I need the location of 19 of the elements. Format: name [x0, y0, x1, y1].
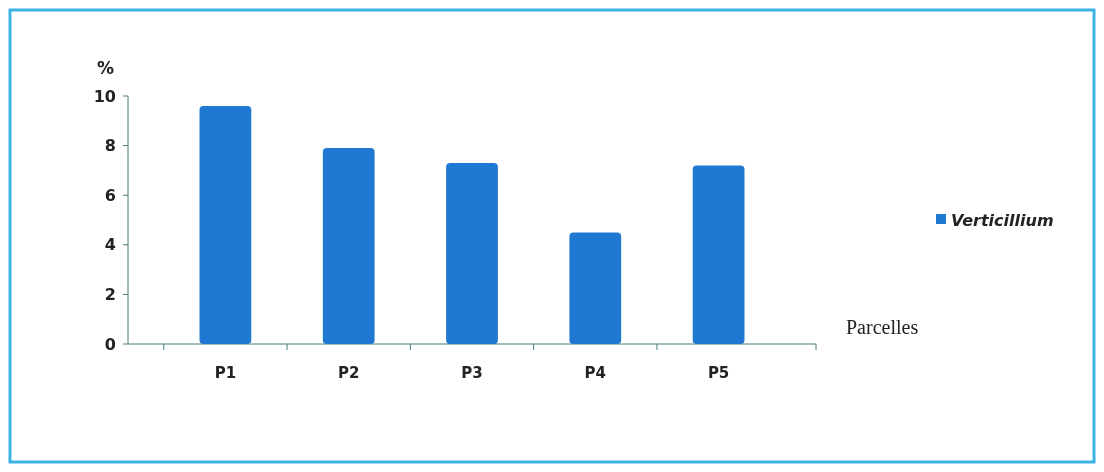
x-tick-label: P3	[461, 364, 483, 382]
y-tick-label: 2	[104, 285, 116, 304]
y-tick-label: 4	[104, 235, 116, 255]
bar	[569, 232, 622, 344]
x-tick-label: P1	[214, 364, 237, 382]
bar	[446, 162, 498, 344]
x-tick-label: P4	[584, 364, 607, 382]
x-axis-title: Parcelles	[846, 316, 919, 338]
y-tick-label: 0	[104, 334, 116, 354]
y-tick-label: 8	[104, 136, 116, 156]
y-tick-label: 6	[104, 185, 116, 205]
bar	[692, 165, 745, 344]
x-tick-label: P2	[337, 364, 360, 382]
bar	[322, 148, 375, 344]
legend-label: Verticillium	[951, 210, 1054, 230]
bar	[199, 105, 252, 344]
y-tick-label: 10	[93, 86, 116, 106]
x-tick-label: P5	[707, 364, 730, 382]
y-axis-title: %	[96, 58, 114, 78]
